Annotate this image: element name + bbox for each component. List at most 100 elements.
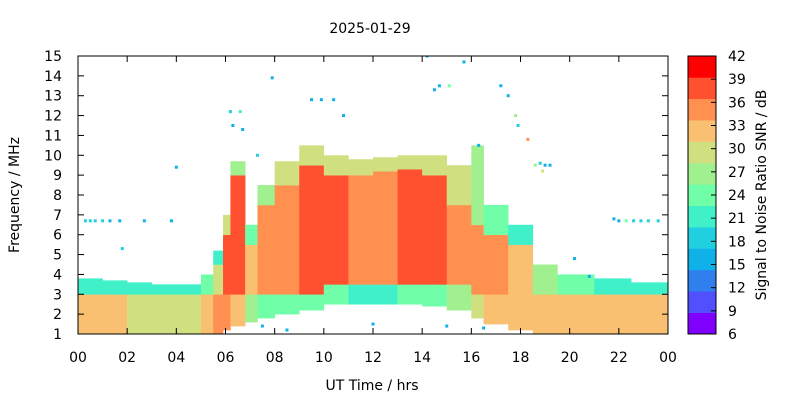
snr-speckle bbox=[83, 219, 87, 223]
snr-cell bbox=[422, 175, 448, 285]
snr-cell bbox=[594, 278, 632, 295]
colorbar-band bbox=[688, 120, 716, 142]
snr-cell bbox=[213, 250, 224, 265]
snr-cell bbox=[223, 234, 231, 295]
x-axis: 00 02 04 06 08 10 12 14 16 18 20 22 00 bbox=[69, 56, 677, 366]
snr-speckle bbox=[174, 165, 178, 169]
snr-cell bbox=[274, 185, 300, 295]
colorbar bbox=[688, 56, 716, 335]
snr-speckle bbox=[587, 274, 591, 278]
snr-cell bbox=[471, 224, 484, 295]
snr-speckle bbox=[93, 219, 97, 223]
colorbar-band bbox=[688, 56, 716, 78]
colorbar-band bbox=[688, 205, 716, 228]
snr-speckle bbox=[120, 247, 124, 251]
snr-speckle bbox=[514, 114, 518, 118]
y-axis-label: Frequency / MHz bbox=[7, 137, 23, 253]
snr-speckle bbox=[624, 219, 628, 223]
snr-speckle bbox=[573, 257, 577, 261]
snr-cell bbox=[299, 165, 325, 295]
snr-cell bbox=[127, 294, 153, 334]
snr-cell bbox=[631, 294, 668, 334]
snr-speckle bbox=[482, 326, 486, 330]
y-tick-label: 10 bbox=[44, 148, 62, 164]
snr-speckle bbox=[88, 219, 92, 223]
y-tick-label: 2 bbox=[53, 307, 62, 323]
snr-cell bbox=[508, 294, 534, 331]
colorbar-tick-label: 39 bbox=[728, 72, 746, 88]
y-tick-label: 13 bbox=[44, 89, 62, 105]
snr-cell bbox=[373, 157, 398, 172]
colorbar-band bbox=[688, 312, 716, 335]
y-tick-label: 6 bbox=[53, 228, 62, 244]
snr-cell bbox=[422, 284, 448, 307]
snr-speckle bbox=[241, 127, 245, 131]
snr-cell bbox=[446, 204, 472, 285]
colorbar-band bbox=[688, 269, 716, 292]
snr-speckles bbox=[83, 56, 660, 332]
snr-cell bbox=[299, 294, 325, 311]
colorbar-tick-label: 36 bbox=[728, 95, 746, 111]
snr-cell bbox=[508, 224, 534, 245]
colorbar-ticks: 6 9 12 15 18 21 24 27 30 33 36 39 42 bbox=[711, 49, 746, 343]
snr-speckle bbox=[533, 163, 537, 167]
y-tick-label: 4 bbox=[53, 267, 62, 283]
colorbar-band bbox=[688, 184, 716, 206]
colorbar-tick-label: 9 bbox=[728, 304, 737, 320]
colorbar-tick-label: 33 bbox=[728, 119, 746, 135]
snr-cell bbox=[200, 274, 214, 295]
snr-cell bbox=[594, 294, 632, 334]
snr-speckle bbox=[342, 114, 345, 118]
snr-speckle bbox=[506, 94, 510, 98]
colorbar-tick-label: 6 bbox=[728, 327, 737, 343]
snr-speckle bbox=[432, 88, 436, 92]
colorbar-label: Signal to Noise Ratio SNR / dB bbox=[754, 90, 770, 301]
colorbar-tick-label: 27 bbox=[728, 165, 746, 181]
snr-cell bbox=[422, 155, 448, 176]
x-tick-label: 22 bbox=[610, 350, 628, 366]
snr-speckle bbox=[543, 163, 547, 167]
snr-cell bbox=[323, 175, 349, 285]
snr-speckle bbox=[255, 153, 259, 157]
x-tick-label: 06 bbox=[217, 350, 235, 366]
snr-cell bbox=[230, 175, 246, 295]
snr-speckle bbox=[437, 84, 441, 88]
snr-speckle bbox=[118, 219, 122, 223]
colorbar-tick-label: 30 bbox=[728, 142, 746, 158]
colorbar-tick-label: 15 bbox=[728, 258, 746, 274]
snr-cell bbox=[299, 145, 325, 166]
snr-speckle bbox=[646, 219, 650, 223]
x-tick-label: 08 bbox=[266, 350, 284, 366]
snr-speckle bbox=[656, 219, 660, 223]
snr-speckle bbox=[447, 84, 451, 88]
snr-cell bbox=[348, 175, 374, 285]
snr-speckle bbox=[617, 219, 621, 223]
snr-cell bbox=[274, 294, 300, 315]
snr-speckle bbox=[101, 219, 105, 223]
x-tick-label: 00 bbox=[69, 350, 87, 366]
snr-cell bbox=[471, 294, 484, 319]
x-tick-label: 00 bbox=[659, 350, 677, 366]
snr-cell bbox=[557, 274, 595, 295]
snr-cell bbox=[176, 284, 202, 295]
snr-cell bbox=[348, 159, 374, 176]
snr-speckle bbox=[260, 324, 264, 328]
y-tick-label: 1 bbox=[53, 327, 62, 343]
snr-speckle bbox=[285, 328, 289, 332]
colorbar-band bbox=[688, 141, 716, 164]
snr-cell bbox=[245, 294, 258, 323]
snr-cell bbox=[483, 204, 509, 236]
colorbar-tick-label: 42 bbox=[728, 49, 746, 65]
snr-speckle bbox=[169, 219, 173, 223]
colorbar-tick-label: 21 bbox=[728, 211, 746, 227]
chart-title: 2025-01-29 bbox=[329, 21, 410, 37]
colorbar-band bbox=[688, 98, 716, 121]
x-tick-label: 14 bbox=[413, 350, 431, 366]
colorbar-band bbox=[688, 248, 716, 271]
snr-speckle bbox=[526, 137, 530, 141]
snr-cell bbox=[102, 294, 128, 334]
y-tick-label: 12 bbox=[44, 109, 62, 125]
snr-speckle bbox=[371, 322, 375, 326]
snr-cell bbox=[397, 155, 423, 170]
snr-cell bbox=[373, 171, 398, 285]
